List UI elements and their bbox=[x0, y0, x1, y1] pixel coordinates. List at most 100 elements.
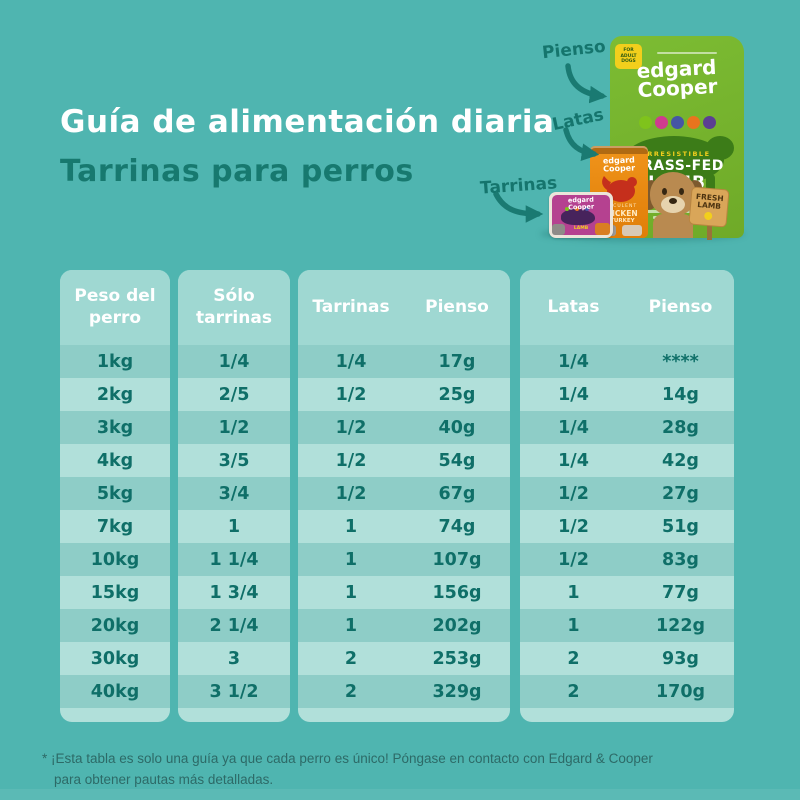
sign-board: FRESH LAMB bbox=[688, 186, 730, 228]
table-cell: 1/2 bbox=[335, 417, 367, 438]
table-cell: 2 bbox=[567, 648, 580, 669]
table-cell: 27g bbox=[662, 483, 699, 504]
table-cell: 1/4 bbox=[558, 417, 589, 438]
table-cell: 2 bbox=[344, 648, 358, 669]
table-row: 1 156g bbox=[298, 576, 510, 609]
table-cell: 2/5 bbox=[218, 384, 250, 405]
can-photo-dog bbox=[622, 225, 642, 236]
bag-product-name-line1: GRASS-FED bbox=[630, 158, 724, 174]
table-row: 20kg bbox=[60, 609, 170, 642]
table-cell: 1 bbox=[567, 615, 580, 636]
table-cell: 202g bbox=[432, 615, 482, 636]
table-row: 1/2 67g bbox=[298, 477, 510, 510]
table-row: 4kg bbox=[60, 444, 170, 477]
table-row: 2 170g bbox=[520, 675, 734, 708]
table-cell: 30kg bbox=[90, 648, 140, 669]
can-tagline: SUCCULENT bbox=[600, 204, 638, 209]
footnote: * ¡Esta tabla es solo una guía ya que ca… bbox=[42, 749, 653, 791]
product-scene: FOR ADULT DOGS edgard Cooper IRRESISTIBL… bbox=[470, 18, 770, 250]
table-cell: 1 bbox=[344, 582, 358, 603]
chicken-icon bbox=[602, 176, 637, 202]
table-cell: 1 bbox=[344, 549, 358, 570]
table-row: 2 329g bbox=[298, 675, 510, 708]
dog-illustration bbox=[640, 168, 706, 238]
table-cell: 51g bbox=[662, 516, 699, 537]
bottom-band bbox=[0, 789, 800, 800]
brand-logo: edgard Cooper bbox=[609, 55, 745, 102]
table-row: 1 107g bbox=[298, 543, 510, 576]
callout-pienso: Pienso bbox=[541, 36, 607, 64]
table-solo-tarrinas: Sólo tarrinas 1/4 2/5 1/2 3/5 3/4 1 1 1/4 1 3/4… bbox=[178, 270, 290, 722]
table-row: 3 1/2 bbox=[178, 675, 290, 708]
table-cell: 1 bbox=[344, 615, 358, 636]
table-cell: 1/2 bbox=[335, 483, 367, 504]
table-cell: 1kg bbox=[96, 351, 134, 372]
table-cell: 170g bbox=[655, 681, 706, 702]
table-row: 1 3/4 bbox=[178, 576, 290, 609]
table-row: 1 202g bbox=[298, 609, 510, 642]
table-row: 1/4 bbox=[178, 345, 290, 378]
table-cell: 14g bbox=[662, 384, 699, 405]
table-row: 2/5 bbox=[178, 378, 290, 411]
table-row: 1kg bbox=[60, 345, 170, 378]
brand-logo: edgard Cooper bbox=[590, 155, 649, 174]
column-header: Peso del perro bbox=[74, 286, 156, 328]
table-cell: 1/4 bbox=[335, 351, 367, 372]
table-cell: 156g bbox=[432, 582, 482, 603]
page-subtitle: Tarrinas para perros bbox=[60, 154, 414, 189]
table-row: 15kg bbox=[60, 576, 170, 609]
table-cell: 7kg bbox=[96, 516, 134, 537]
table-row: 2 253g bbox=[298, 642, 510, 675]
callout-tarrinas: Tarrinas bbox=[479, 173, 558, 199]
table-row: 1/4 28g bbox=[520, 411, 734, 444]
table-cell: 2kg bbox=[96, 384, 134, 405]
table-row: 1/2 54g bbox=[298, 444, 510, 477]
table-cell: 1 bbox=[227, 516, 241, 537]
table-cell: 107g bbox=[432, 549, 482, 570]
table-row: 1 77g bbox=[520, 576, 734, 609]
sign-text-line2: LAMB bbox=[696, 199, 722, 212]
table-row: 3 bbox=[178, 642, 290, 675]
table-cell: 77g bbox=[662, 582, 699, 603]
table-row: 2kg bbox=[60, 378, 170, 411]
table-row: 3/5 bbox=[178, 444, 290, 477]
table-cell: 3kg bbox=[96, 417, 134, 438]
table-cell: 15kg bbox=[90, 582, 140, 603]
table-row: 1 1/4 bbox=[178, 543, 290, 576]
table-row: 1 bbox=[178, 510, 290, 543]
table-cell: 3/4 bbox=[218, 483, 250, 504]
tray-product: edgard Cooper LAMB bbox=[549, 192, 613, 238]
table-cell: 3 1/2 bbox=[209, 681, 259, 702]
table-row: 1 122g bbox=[520, 609, 734, 642]
table-cell: 1 1/4 bbox=[209, 549, 259, 570]
column-header: Tarrinas bbox=[312, 296, 390, 317]
column-header: Pienso bbox=[425, 296, 489, 317]
table-header: Latas Pienso bbox=[520, 270, 734, 345]
page-title: Guía de alimentación diaria bbox=[60, 104, 555, 140]
table-cell: 42g bbox=[662, 450, 699, 471]
table-cell: 74g bbox=[438, 516, 476, 537]
table-cell: 1/2 bbox=[558, 516, 589, 537]
table-peso-del-perro: Peso del perro 1kg 2kg 3kg 4kg 5kg 7kg 10kg 15k… bbox=[60, 270, 170, 722]
sign-dot bbox=[703, 211, 713, 221]
table-cell: 83g bbox=[662, 549, 699, 570]
table-row: 3/4 bbox=[178, 477, 290, 510]
table-row: 1/2 83g bbox=[520, 543, 734, 576]
column-header: Latas bbox=[547, 296, 600, 317]
table-cell: 28g bbox=[662, 417, 699, 438]
pienso-arrow-icon bbox=[565, 63, 608, 104]
table-cell: 3 bbox=[227, 648, 241, 669]
can-product-name-line2: & TURKEY bbox=[603, 218, 635, 224]
fresh-lamb-sign: FRESH LAMB bbox=[688, 186, 730, 240]
table-body: 1kg 2kg 3kg 4kg 5kg 7kg 10kg 15kg 20kg 30kg 40kg bbox=[60, 345, 170, 708]
table-cell: 10kg bbox=[90, 549, 140, 570]
table-cell: 4kg bbox=[96, 450, 134, 471]
table-body: 1/4 2/5 1/2 3/5 3/4 1 1 1/4 1 3/4 2 1/4 3 3 1/2 bbox=[178, 345, 290, 708]
table-cell: 253g bbox=[432, 648, 482, 669]
table-body: 1/4 **** 1/4 14g 1/4 28g 1/4 42g 1/2 27g 1/2 51g 1/2… bbox=[520, 345, 734, 708]
fruit-veg-icons bbox=[610, 116, 744, 129]
table-header: Sólo tarrinas bbox=[178, 270, 290, 345]
table-row: 10kg bbox=[60, 543, 170, 576]
table-header: Peso del perro bbox=[60, 270, 170, 345]
footnote-line1: * ¡Esta tabla es solo una guía ya que ca… bbox=[42, 751, 653, 766]
